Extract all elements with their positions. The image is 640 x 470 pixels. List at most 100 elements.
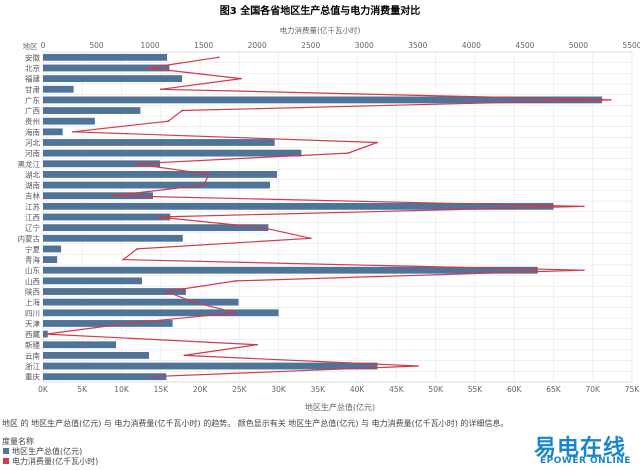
bottom-tick-label: 50K	[428, 385, 444, 394]
power-point	[202, 184, 205, 186]
power-point	[183, 354, 186, 357]
bottom-tick-label: 55K	[468, 385, 484, 394]
region-label: 四川	[25, 309, 40, 318]
power-point	[45, 333, 48, 335]
power-point	[582, 205, 585, 208]
power-point	[122, 258, 125, 261]
region-label: 黑龙江	[18, 159, 41, 169]
power-point	[582, 269, 585, 272]
bar-gdp	[43, 234, 183, 242]
top-tick-label: 5500	[622, 41, 640, 50]
region-label: 湖南	[25, 180, 40, 190]
region-label: 浙江	[25, 361, 40, 371]
bottom-tick-label: 15K	[154, 385, 170, 394]
region-label: 河北	[25, 138, 40, 147]
region-label: 湖北	[25, 170, 40, 179]
power-point	[609, 99, 612, 101]
bottom-tick-label: 40K	[350, 385, 366, 394]
bar-gdp	[43, 117, 95, 125]
region-label: 吉林	[25, 191, 40, 201]
bar-gdp	[43, 192, 153, 200]
bar-gdp	[43, 160, 161, 168]
region-label: 江西	[25, 213, 40, 222]
region-label: 新疆	[25, 340, 40, 350]
top-tick-label: 2000	[248, 41, 267, 50]
bar-gdp	[43, 139, 275, 146]
region-label: 广西	[25, 106, 40, 116]
region-label: 山西	[25, 276, 40, 286]
bar-gdp	[43, 373, 167, 381]
chart-title: 图3 全国各省地区生产总值与电力消费量对比	[220, 4, 420, 17]
bar-gdp	[43, 53, 168, 61]
region-label: 上海	[25, 297, 40, 307]
legend-title: 度量名称	[2, 437, 34, 446]
top-tick-label: 3000	[355, 41, 374, 50]
bar-gdp	[43, 181, 270, 189]
category-axis-label: 地区	[23, 41, 38, 51]
power-point	[234, 279, 237, 282]
legend-label-power: 电力消费量(亿千瓦小时)	[12, 457, 99, 466]
power-point	[136, 248, 139, 250]
bar-gdp	[43, 171, 278, 178]
bar-gdp	[43, 351, 150, 359]
bar-gdp	[43, 309, 279, 317]
legend-swatch-power	[3, 458, 9, 464]
power-point	[309, 237, 312, 240]
region-label: 福建	[25, 74, 40, 84]
power-point	[134, 162, 136, 165]
chart-note: 地区 的 地区生产总值(亿元) 与 电力消费量(亿千瓦小时) 的趋势。 颜色显示…	[2, 419, 509, 428]
power-point	[193, 301, 195, 304]
bottom-tick-label: 0K	[38, 385, 49, 394]
logo-subtitle: EPOWER ONLINE	[540, 456, 631, 466]
bar-gdp	[43, 341, 117, 349]
bar-gdp	[43, 149, 302, 157]
top-tick-label: 1500	[194, 41, 213, 50]
top-tick-label: 5000	[569, 41, 588, 50]
top-tick-label: 0	[41, 41, 46, 50]
region-label: 辽宁	[25, 223, 40, 233]
region-label: 广东	[25, 95, 40, 105]
power-point	[376, 141, 379, 144]
bar-gdp	[43, 245, 62, 253]
power-point	[111, 194, 114, 197]
bottom-tick-label: 30K	[271, 385, 287, 394]
bottom-tick-label: 70K	[585, 385, 601, 394]
bar-gdp	[43, 75, 183, 83]
region-label: 江苏	[25, 201, 40, 211]
power-point	[256, 343, 259, 346]
bar-gdp	[43, 320, 173, 327]
bar-gdp	[43, 224, 269, 232]
bar-gdp	[43, 298, 239, 306]
region-label: 云南	[25, 350, 40, 360]
region-label: 北京	[25, 63, 40, 73]
bottom-tick-label: 10K	[114, 385, 130, 394]
bottom-axis-label: 地区生产总值(亿元)	[305, 402, 375, 412]
power-point	[208, 173, 210, 176]
region-label: 贵州	[25, 116, 40, 126]
power-point	[240, 77, 243, 80]
bar-gdp	[43, 266, 538, 274]
bar-gdp	[43, 202, 554, 210]
power-point	[147, 67, 149, 69]
region-label: 安徽	[25, 52, 40, 62]
bar-gdp	[43, 64, 170, 72]
bar-gdp	[43, 277, 142, 285]
bottom-tick-label: 25K	[232, 385, 248, 394]
top-tick-label: 4000	[462, 41, 481, 50]
bar-gdp	[43, 362, 378, 370]
top-tick-label: 4500	[515, 41, 534, 50]
power-point	[72, 130, 74, 133]
bottom-tick-label: 35K	[311, 385, 327, 394]
region-label: 青海	[25, 255, 40, 265]
power-point	[217, 56, 220, 59]
power-point	[156, 216, 159, 218]
bottom-tick-label: 60K	[507, 385, 523, 394]
region-label: 天津	[25, 319, 40, 328]
power-point	[234, 311, 237, 314]
region-label: 陕西	[25, 287, 40, 297]
top-tick-label: 500	[89, 41, 104, 50]
region-label: 甘肃	[25, 84, 40, 94]
legend-label-gdp: 地区生产总值(亿元)	[12, 447, 83, 456]
power-point	[149, 375, 151, 378]
